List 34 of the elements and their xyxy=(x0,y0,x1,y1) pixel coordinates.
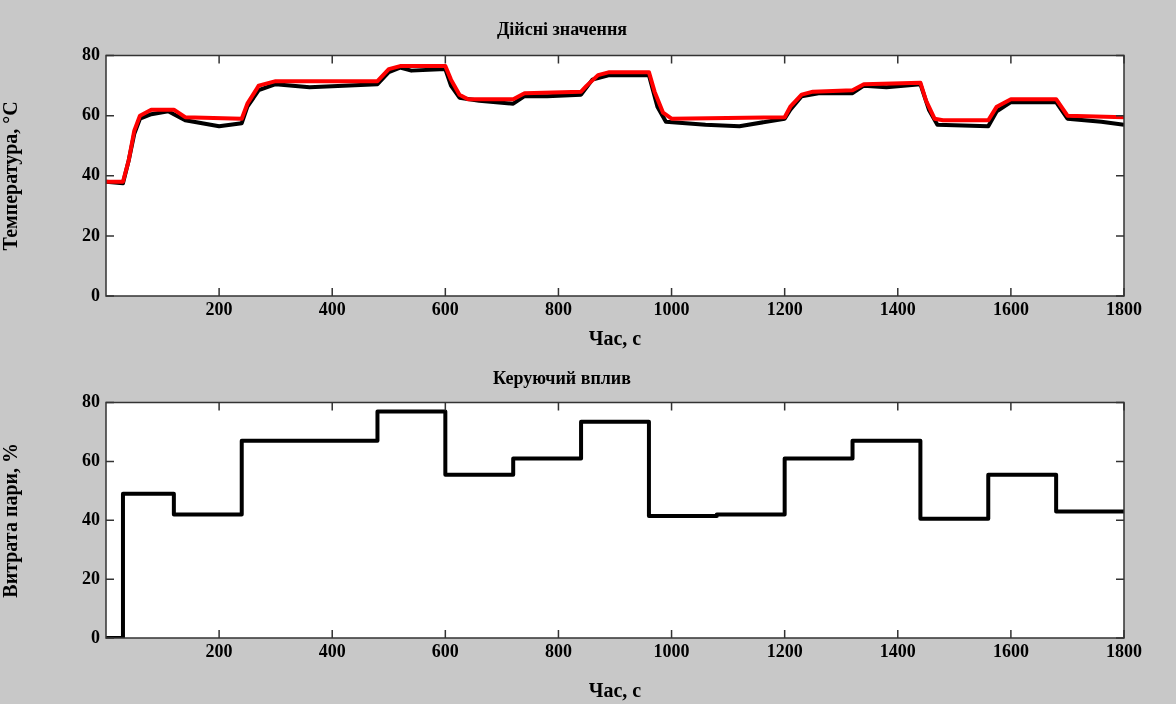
y-tick-label: 60 xyxy=(82,104,100,125)
x-tick-label: 1800 xyxy=(1106,641,1142,662)
y-tick-label: 0 xyxy=(91,626,100,647)
x-tick-label: 1000 xyxy=(653,299,690,320)
x-tick-label: 1800 xyxy=(1106,299,1142,320)
y-tick-label: 0 xyxy=(91,284,100,305)
x-tick-label: 1000 xyxy=(653,641,690,662)
y-tick-label: 60 xyxy=(82,450,100,471)
x-tick-label: 200 xyxy=(205,299,233,320)
chart-title: Дійсні значення xyxy=(496,19,628,40)
x-tick-label: 1600 xyxy=(992,641,1029,662)
y-tick-label: 20 xyxy=(82,224,100,245)
x-axis-title: Час, с xyxy=(588,679,642,702)
y-axis-title: Витрата пари, % xyxy=(0,442,23,598)
x-tick-label: 1200 xyxy=(766,299,803,320)
y-tick-label: 40 xyxy=(82,508,100,529)
x-tick-label: 1400 xyxy=(879,641,916,662)
x-tick-label: 1200 xyxy=(766,641,803,662)
x-tick-label: 800 xyxy=(544,299,572,320)
x-tick-label: 400 xyxy=(318,299,346,320)
x-tick-label: 1400 xyxy=(879,299,916,320)
x-tick-label: 1600 xyxy=(992,299,1029,320)
x-tick-label: 600 xyxy=(431,641,459,662)
y-tick-label: 80 xyxy=(82,44,100,65)
y-axis-title: Температура, °C xyxy=(0,101,23,251)
y-tick-label: 80 xyxy=(82,391,100,412)
x-tick-label: 600 xyxy=(431,299,459,320)
chart-title: Керуючий вплив xyxy=(493,368,632,389)
x-tick-label: 400 xyxy=(318,641,346,662)
y-tick-label: 20 xyxy=(82,567,100,588)
x-tick-label: 800 xyxy=(544,641,572,662)
y-tick-label: 40 xyxy=(82,164,100,185)
x-axis-title: Час, с xyxy=(588,327,642,350)
x-tick-label: 200 xyxy=(205,641,233,662)
